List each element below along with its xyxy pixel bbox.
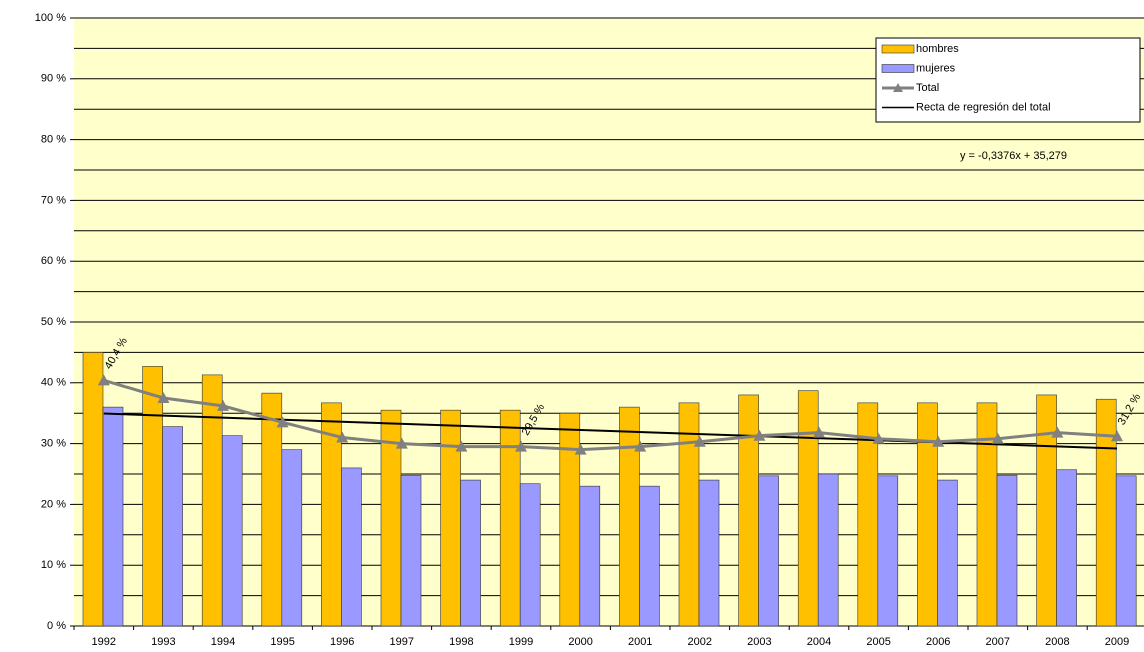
y-tick-label: 80 % [41, 134, 66, 146]
total-marker [872, 432, 885, 444]
legend-swatch [881, 44, 915, 54]
x-tick-label: 2000 [568, 636, 592, 648]
y-tick-label: 20 % [41, 498, 66, 510]
bar [738, 394, 759, 627]
legend-box [875, 37, 1141, 123]
bar [519, 483, 541, 627]
y-tick-label: 100 % [35, 12, 66, 24]
total-marker [991, 432, 1004, 444]
legend-label: Total [916, 82, 939, 94]
bar [1056, 469, 1077, 627]
y-tick-label: 60 % [41, 255, 66, 267]
total-marker [336, 431, 349, 443]
total-marker [932, 435, 945, 447]
x-tick-label: 1995 [270, 636, 294, 648]
bar [499, 409, 521, 627]
bar [559, 412, 581, 627]
y-tick-label: 10 % [41, 559, 66, 571]
x-tick-label: 2004 [807, 636, 831, 648]
legend-swatch [881, 64, 915, 73]
x-tick-label: 2007 [986, 636, 1010, 648]
bar [201, 374, 223, 627]
bar [579, 485, 601, 627]
legend-label: mujeres [916, 62, 956, 74]
regression-equation: y = -0,3376x + 35,279 [960, 150, 1067, 162]
x-tick-label: 1994 [211, 636, 235, 648]
bar [1095, 398, 1117, 627]
bar [758, 475, 779, 627]
bar [698, 479, 720, 627]
bar [400, 474, 422, 627]
x-tick-label: 2008 [1045, 636, 1069, 648]
bar [102, 406, 124, 627]
y-tick-label: 0 % [47, 620, 66, 632]
x-tick-label: 2001 [628, 636, 652, 648]
bar [817, 473, 839, 627]
x-tick-label: 1999 [509, 636, 533, 648]
bar [162, 426, 183, 627]
total-marker [634, 440, 647, 452]
total-marker [515, 440, 527, 452]
total-marker [693, 435, 706, 447]
total-marker [276, 416, 289, 428]
legend-marker [893, 83, 903, 92]
total-marker [753, 429, 766, 441]
total-marker [97, 374, 110, 386]
x-tick-label: 2002 [688, 636, 712, 648]
bar [937, 479, 958, 627]
bar [281, 449, 303, 627]
total-marker [1111, 430, 1123, 442]
x-tick-label: 1997 [390, 636, 414, 648]
bar [797, 390, 819, 627]
bar [221, 435, 243, 627]
total-marker [217, 399, 229, 411]
bar [460, 479, 481, 627]
bar [639, 485, 660, 627]
total-marker [813, 426, 825, 438]
x-tick-label: 1998 [449, 636, 473, 648]
bar [917, 402, 938, 627]
x-tick-label: 2005 [866, 636, 890, 648]
y-tick-label: 90 % [41, 73, 66, 85]
y-tick-label: 50 % [41, 316, 66, 328]
bar [142, 366, 163, 627]
bar [619, 406, 640, 627]
x-tick-label: 1992 [92, 636, 116, 648]
total-marker [1051, 426, 1064, 438]
bar [678, 402, 700, 627]
total-marker [574, 443, 587, 455]
bar [261, 392, 283, 627]
legend-label: Recta de regresión del total [916, 101, 1051, 113]
bar [1036, 394, 1057, 627]
bar [82, 352, 104, 627]
legend-label: hombres [916, 43, 959, 55]
y-tick-label: 30 % [41, 438, 66, 450]
bar [440, 409, 461, 627]
x-tick-label: 2003 [747, 636, 771, 648]
bar [976, 402, 998, 627]
x-tick-label: 2009 [1105, 636, 1129, 648]
total-line [103, 378, 1118, 452]
total-marker [395, 437, 408, 449]
x-tick-label: 2006 [926, 636, 950, 648]
total-marker [157, 392, 170, 403]
bar [341, 467, 362, 627]
bar [996, 474, 1018, 627]
bar [1115, 475, 1137, 627]
x-tick-label: 1996 [330, 636, 354, 648]
x-tick-label: 1993 [151, 636, 175, 648]
y-tick-label: 70 % [41, 194, 66, 206]
total-marker [455, 440, 468, 452]
bar [877, 475, 899, 627]
y-tick-label: 40 % [41, 377, 66, 389]
